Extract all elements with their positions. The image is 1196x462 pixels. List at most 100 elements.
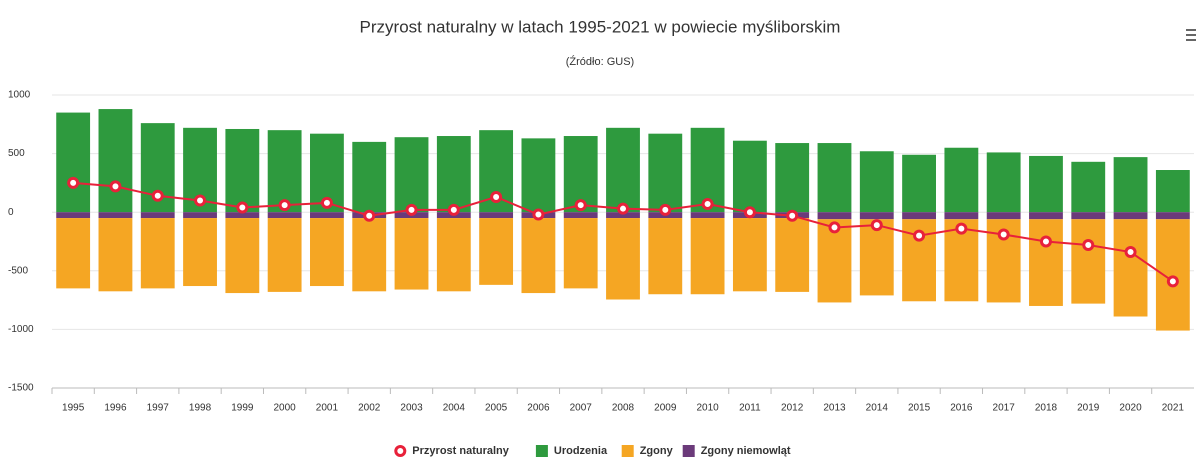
bar <box>98 109 133 213</box>
line-marker <box>743 206 756 219</box>
bar <box>479 218 514 285</box>
bar <box>394 137 429 213</box>
line-marker <box>320 196 333 209</box>
bar <box>436 136 471 213</box>
line-marker <box>363 209 376 222</box>
bar <box>267 130 302 213</box>
line-marker <box>447 203 460 216</box>
line-marker <box>151 189 164 202</box>
bar <box>690 212 725 219</box>
x-tick-label: 2015 <box>908 403 931 414</box>
y-tick-label: -500 <box>8 265 28 276</box>
bar <box>1113 219 1148 317</box>
bar <box>859 219 894 296</box>
bar <box>986 212 1021 220</box>
x-tick-label: 2012 <box>781 403 804 414</box>
x-tick-label: 2011 <box>739 403 761 414</box>
line-marker <box>870 219 883 232</box>
bar <box>479 212 514 219</box>
bar <box>1029 219 1063 306</box>
bar <box>732 218 767 292</box>
x-tick-label: 2004 <box>443 403 466 414</box>
x-tick-label: 2007 <box>570 403 593 414</box>
bar <box>1071 161 1106 213</box>
x-tick-label: 2006 <box>527 403 550 414</box>
line-marker <box>532 208 545 221</box>
x-tick-label: 2005 <box>485 403 508 414</box>
bar <box>183 218 217 287</box>
bar <box>648 133 683 213</box>
bar <box>1155 170 1190 213</box>
bar <box>140 218 175 289</box>
bar <box>690 218 725 295</box>
x-tick-label: 2008 <box>612 403 635 414</box>
x-tick-label: 2017 <box>993 403 1016 414</box>
bar <box>648 218 683 295</box>
bar <box>1071 219 1106 304</box>
bar <box>98 218 133 292</box>
x-tick-label: 2001 <box>316 403 339 414</box>
bar <box>56 218 91 289</box>
bar <box>56 112 91 213</box>
chart-title: Przyrost naturalny w latach 1995-2021 w … <box>360 17 841 36</box>
bar <box>944 212 979 220</box>
line-marker <box>955 222 968 235</box>
bar <box>1029 212 1063 220</box>
x-tick-label: 2020 <box>1119 403 1142 414</box>
line-marker <box>913 229 926 242</box>
bar <box>98 212 133 219</box>
line-marker <box>1166 275 1179 288</box>
line-marker <box>1082 239 1095 252</box>
bar <box>817 212 852 220</box>
bar <box>606 218 640 300</box>
line-marker <box>786 209 799 222</box>
bar <box>140 212 175 219</box>
x-tick-label: 1995 <box>62 403 85 414</box>
bar <box>310 218 344 287</box>
bar <box>183 212 217 219</box>
x-tick-label: 1999 <box>231 403 254 414</box>
legend-label: Przyrost naturalny <box>412 445 509 457</box>
line-marker <box>236 201 249 214</box>
bar <box>859 212 894 220</box>
bar <box>859 151 894 213</box>
y-tick-label: -1000 <box>8 324 34 335</box>
line-marker <box>405 203 418 216</box>
bar <box>436 218 471 292</box>
bar <box>732 140 767 213</box>
legend-label: Urodzenia <box>554 445 608 457</box>
bar <box>1113 212 1148 220</box>
x-tick-label: 2002 <box>358 403 381 414</box>
bar <box>606 212 640 219</box>
bar <box>521 218 556 294</box>
x-tick-label: 2014 <box>866 403 889 414</box>
x-tick-label: 2019 <box>1077 403 1100 414</box>
bar <box>944 147 979 213</box>
x-tick-label: 2003 <box>400 403 423 414</box>
line-marker <box>1039 235 1052 248</box>
bar <box>267 218 302 292</box>
bar <box>1071 212 1106 220</box>
bar <box>1113 157 1148 213</box>
bar <box>267 212 302 219</box>
bar <box>606 127 640 213</box>
menu-icon[interactable] <box>1186 29 1196 41</box>
line-marker <box>1124 246 1137 259</box>
x-tick-label: 1996 <box>104 403 127 414</box>
bar <box>225 218 260 294</box>
bar <box>1155 212 1190 220</box>
line-marker <box>278 199 291 212</box>
bar <box>521 138 556 213</box>
y-tick-label: 1000 <box>8 90 31 101</box>
bar <box>352 141 387 213</box>
x-tick-label: 1998 <box>189 403 212 414</box>
line-marker <box>617 202 629 215</box>
bar <box>817 143 852 213</box>
x-tick-label: 2009 <box>654 403 677 414</box>
bar <box>1155 219 1190 331</box>
bar <box>225 128 260 213</box>
line-marker <box>490 190 503 203</box>
y-tick-label: -1500 <box>8 383 34 394</box>
line-marker <box>194 194 207 207</box>
